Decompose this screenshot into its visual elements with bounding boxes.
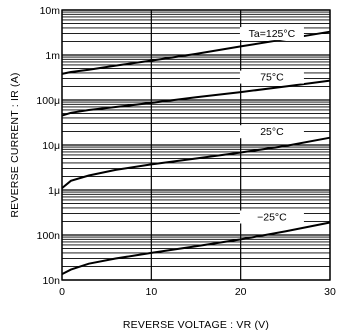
grid-layer: [61, 9, 331, 281]
plot-frame: [61, 9, 331, 281]
series-label: 75°C: [260, 72, 284, 84]
x-tick-label: 0: [59, 286, 65, 298]
series-label: Ta=125°C: [249, 28, 296, 40]
series-layer: [61, 30, 331, 275]
series-label-bg: [239, 27, 304, 41]
y-tick-label: 10n: [42, 275, 60, 287]
x-tick-label: 30: [324, 286, 336, 298]
series-label-bg: [239, 210, 304, 224]
series-label-bg: [239, 70, 304, 84]
x-axis-title: REVERSE VOLTAGE : VR (V): [123, 319, 269, 331]
x-tick-label: 20: [235, 286, 247, 298]
y-tick-label: 100μ: [36, 95, 60, 107]
series-label-layer: Ta=125°C 75°C 25°C −25°C: [239, 27, 304, 224]
series-label: −25°C: [257, 212, 287, 224]
y-tick-label: 1μ: [48, 185, 60, 197]
series-label: 25°C: [260, 126, 284, 138]
series-line: [61, 136, 331, 189]
y-tick-label: 10μ: [42, 140, 60, 152]
series-label-bg: [239, 125, 304, 139]
y-axis-title: REVERSE CURRENT : IR (A): [9, 72, 21, 217]
y-tick-label: 100n: [37, 230, 61, 242]
series-line: [61, 79, 331, 117]
y-tick-label: 10m: [40, 5, 61, 17]
y-tick-label: 1m: [45, 50, 60, 62]
series-line: [61, 30, 331, 75]
series-line: [61, 221, 331, 275]
tick-label-layer: 10n 100n 1μ 10μ 100μ 1m 10m 0 10 20 30: [36, 5, 336, 298]
x-tick-label: 10: [145, 286, 157, 298]
